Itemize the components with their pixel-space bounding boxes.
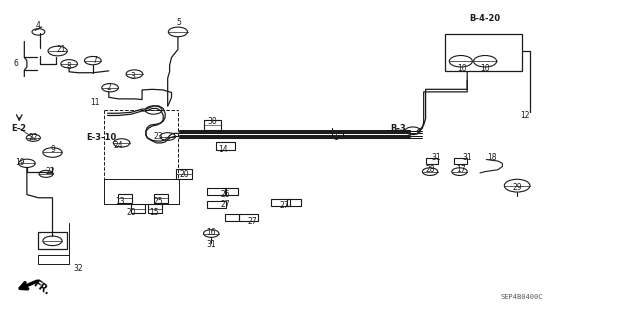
Bar xyxy=(216,142,235,150)
Bar xyxy=(225,214,239,221)
Text: 28: 28 xyxy=(426,165,435,174)
Text: 16: 16 xyxy=(206,228,216,237)
Bar xyxy=(225,188,238,195)
Text: 31: 31 xyxy=(431,153,442,162)
Bar xyxy=(148,204,162,213)
Text: 19: 19 xyxy=(15,158,26,167)
Text: 21: 21 xyxy=(56,45,65,54)
Text: 17: 17 xyxy=(456,165,466,174)
Bar xyxy=(445,34,522,71)
Bar xyxy=(154,194,168,203)
Text: 26: 26 xyxy=(220,190,230,199)
Text: 13: 13 xyxy=(115,197,125,206)
Text: 32: 32 xyxy=(73,264,83,273)
Text: 14: 14 xyxy=(218,145,228,154)
Text: 22: 22 xyxy=(45,167,54,176)
Bar xyxy=(426,158,438,164)
Bar xyxy=(332,131,343,138)
Text: 11: 11 xyxy=(90,98,99,107)
Text: 1: 1 xyxy=(333,133,339,142)
Bar xyxy=(118,194,132,203)
Text: 2: 2 xyxy=(106,83,111,92)
Bar xyxy=(287,199,301,206)
Bar xyxy=(204,120,221,130)
Text: 7: 7 xyxy=(92,56,97,65)
Text: SEP4B0400C: SEP4B0400C xyxy=(500,294,543,300)
Text: 23: 23 xyxy=(154,132,164,141)
Text: 31: 31 xyxy=(206,240,216,249)
Text: 8: 8 xyxy=(67,63,72,71)
Text: 6: 6 xyxy=(13,59,19,68)
Text: B-3: B-3 xyxy=(390,124,406,133)
Text: 25: 25 xyxy=(154,197,164,206)
Text: 15: 15 xyxy=(148,208,159,217)
Text: 29: 29 xyxy=(512,183,522,192)
Text: FR.: FR. xyxy=(31,278,51,297)
Bar xyxy=(38,232,67,249)
Text: 27: 27 xyxy=(280,201,290,210)
Text: 10: 10 xyxy=(480,64,490,73)
Text: 5: 5 xyxy=(177,18,182,27)
Text: 27: 27 xyxy=(248,217,258,226)
Text: 4: 4 xyxy=(36,21,41,30)
Bar xyxy=(454,158,467,164)
Text: 20: 20 xyxy=(179,170,189,179)
Text: 31: 31 xyxy=(462,153,472,162)
Text: 18: 18 xyxy=(487,153,496,162)
Text: E-3-10: E-3-10 xyxy=(86,133,116,142)
Text: 20: 20 xyxy=(126,208,136,217)
Text: 9: 9 xyxy=(50,145,55,154)
Text: 24: 24 xyxy=(113,141,124,150)
Text: 12: 12 xyxy=(520,111,529,120)
Text: E-2: E-2 xyxy=(12,124,27,133)
Text: 30: 30 xyxy=(207,117,218,126)
Text: B-4-20: B-4-20 xyxy=(470,14,500,23)
Bar xyxy=(271,199,290,206)
Bar xyxy=(207,188,226,195)
Bar xyxy=(239,214,258,221)
Bar xyxy=(207,201,226,208)
Bar xyxy=(131,204,145,213)
Text: 27: 27 xyxy=(220,200,230,209)
Text: 22: 22 xyxy=(29,133,38,142)
Text: 10: 10 xyxy=(457,64,467,73)
Text: 3: 3 xyxy=(131,72,136,81)
Bar xyxy=(177,169,192,179)
